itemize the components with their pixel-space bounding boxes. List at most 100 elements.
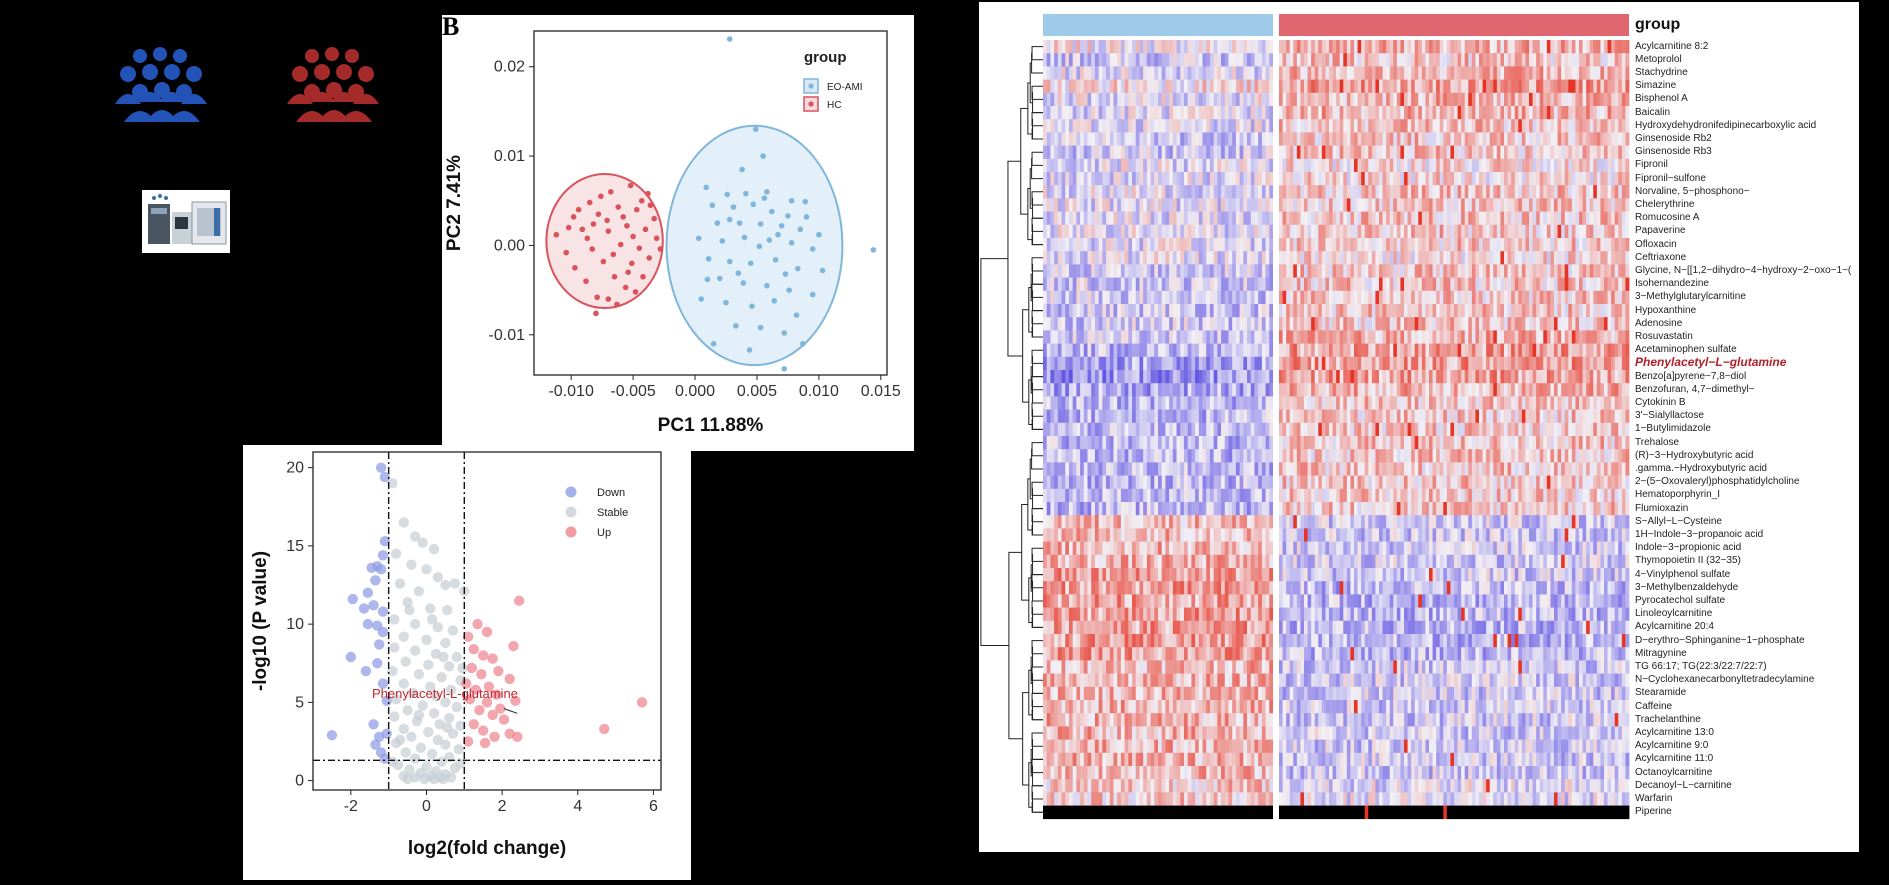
heatmap-cell xyxy=(1088,291,1092,305)
heatmap-cell xyxy=(1329,53,1333,66)
heatmap-cell xyxy=(1343,93,1347,107)
heatmap-cell xyxy=(1050,132,1054,146)
heatmap-cell xyxy=(1604,53,1608,66)
heatmap-cell xyxy=(1121,132,1125,146)
heatmap-cell xyxy=(1368,278,1372,292)
heatmap-cell xyxy=(1286,344,1290,358)
heatmap-cell xyxy=(1188,278,1192,292)
heatmap-cell xyxy=(1543,278,1547,292)
heatmap-cell xyxy=(1247,132,1251,146)
heatmap-cell xyxy=(1411,291,1415,305)
heatmap-cell xyxy=(1191,344,1195,358)
heatmap-cell xyxy=(1286,251,1290,265)
heatmap-cell xyxy=(1561,80,1565,94)
heatmap-cell xyxy=(1575,93,1579,107)
heatmap-cell xyxy=(1472,330,1476,344)
heatmap-cell xyxy=(1084,93,1088,107)
heatmap-cell xyxy=(1054,357,1058,371)
heatmap-cell xyxy=(1365,317,1369,331)
heatmap-cell xyxy=(1191,291,1195,305)
heatmap-cell xyxy=(1158,212,1162,226)
heatmap-cell xyxy=(1561,410,1565,424)
heatmap-cell xyxy=(1393,185,1397,199)
heatmap-cell xyxy=(1232,159,1236,173)
heatmap-cell xyxy=(1575,317,1579,331)
heatmap-cell xyxy=(1590,357,1594,371)
heatmap-cell xyxy=(1262,317,1266,331)
heatmap-cell xyxy=(1340,238,1344,252)
heatmap-cell xyxy=(1365,159,1369,173)
heatmap-cell xyxy=(1154,132,1158,146)
heatmap-cell xyxy=(1365,66,1369,80)
heatmap-cell xyxy=(1062,106,1066,120)
heatmap-cell xyxy=(1547,225,1551,239)
heatmap-cell xyxy=(1206,357,1210,371)
heatmap-cell xyxy=(1099,344,1103,358)
heatmap-cell xyxy=(1311,344,1315,358)
heatmap-cell xyxy=(1162,278,1166,292)
heatmap-cell xyxy=(1203,251,1207,265)
heatmap-cell xyxy=(1550,212,1554,226)
heatmap-cell xyxy=(1490,40,1494,54)
heatmap-cell xyxy=(1479,344,1483,358)
heatmap-cell xyxy=(1315,66,1319,80)
heatmap-cell xyxy=(1436,357,1440,371)
heatmap-cell xyxy=(1611,198,1615,212)
heatmap-cell xyxy=(1322,80,1326,94)
heatmap-cell xyxy=(1232,291,1236,305)
heatmap-cell xyxy=(1625,264,1629,278)
heatmap-cell xyxy=(1347,251,1351,265)
heatmap-cell xyxy=(1247,66,1251,80)
heatmap-cell xyxy=(1076,53,1080,66)
heatmap-cell xyxy=(1293,251,1297,265)
heatmap-cell xyxy=(1393,66,1397,80)
heatmap-cell xyxy=(1240,238,1244,252)
heatmap-cell xyxy=(1318,396,1322,410)
heatmap-cell xyxy=(1195,66,1199,80)
heatmap-cell xyxy=(1411,304,1415,318)
heatmap-cell xyxy=(1308,344,1312,358)
heatmap-cell xyxy=(1490,317,1494,331)
heatmap-cell xyxy=(1228,172,1232,186)
heatmap-cell xyxy=(1415,132,1419,146)
heatmap-cell xyxy=(1554,172,1558,186)
heatmap-cell xyxy=(1343,172,1347,186)
heatmap-cell xyxy=(1217,146,1221,160)
heatmap-cell xyxy=(1500,225,1504,239)
heatmap-cell xyxy=(1572,185,1576,199)
heatmap-cell xyxy=(1365,225,1369,239)
heatmap-cell xyxy=(1308,304,1312,318)
heatmap-cell xyxy=(1533,146,1537,160)
heatmap-cell xyxy=(1383,238,1387,252)
heatmap-cell xyxy=(1511,212,1515,226)
pca-point xyxy=(810,246,816,252)
heatmap-cell xyxy=(1554,159,1558,173)
heatmap-cell xyxy=(1050,66,1054,80)
heatmap-cell xyxy=(1622,291,1626,305)
heatmap-cell xyxy=(1293,396,1297,410)
heatmap-cell xyxy=(1217,53,1221,66)
heatmap-cell xyxy=(1508,106,1512,120)
heatmap-cell xyxy=(1611,330,1615,344)
heatmap-cell xyxy=(1180,212,1184,226)
heatmap-cell xyxy=(1518,93,1522,107)
heatmap-cell xyxy=(1065,106,1069,120)
volcano-point-stable xyxy=(433,572,443,582)
heatmap-cell xyxy=(1518,330,1522,344)
heatmap-cell xyxy=(1173,53,1177,66)
heatmap-cell xyxy=(1258,225,1262,239)
heatmap-cell xyxy=(1347,344,1351,358)
heatmap-cell xyxy=(1232,370,1236,384)
heatmap-cell xyxy=(1440,212,1444,226)
heatmap-cell xyxy=(1550,370,1554,384)
heatmap-cell xyxy=(1447,225,1451,239)
heatmap-cell xyxy=(1386,396,1390,410)
heatmap-cell xyxy=(1604,93,1608,107)
pca-point xyxy=(593,311,599,317)
volcano-point-stable xyxy=(421,564,431,574)
heatmap-cell xyxy=(1076,383,1080,397)
heatmap-cell xyxy=(1102,146,1106,160)
heatmap-cell xyxy=(1611,317,1615,331)
heatmap-cell xyxy=(1139,410,1143,424)
heatmap-cell xyxy=(1043,66,1047,80)
